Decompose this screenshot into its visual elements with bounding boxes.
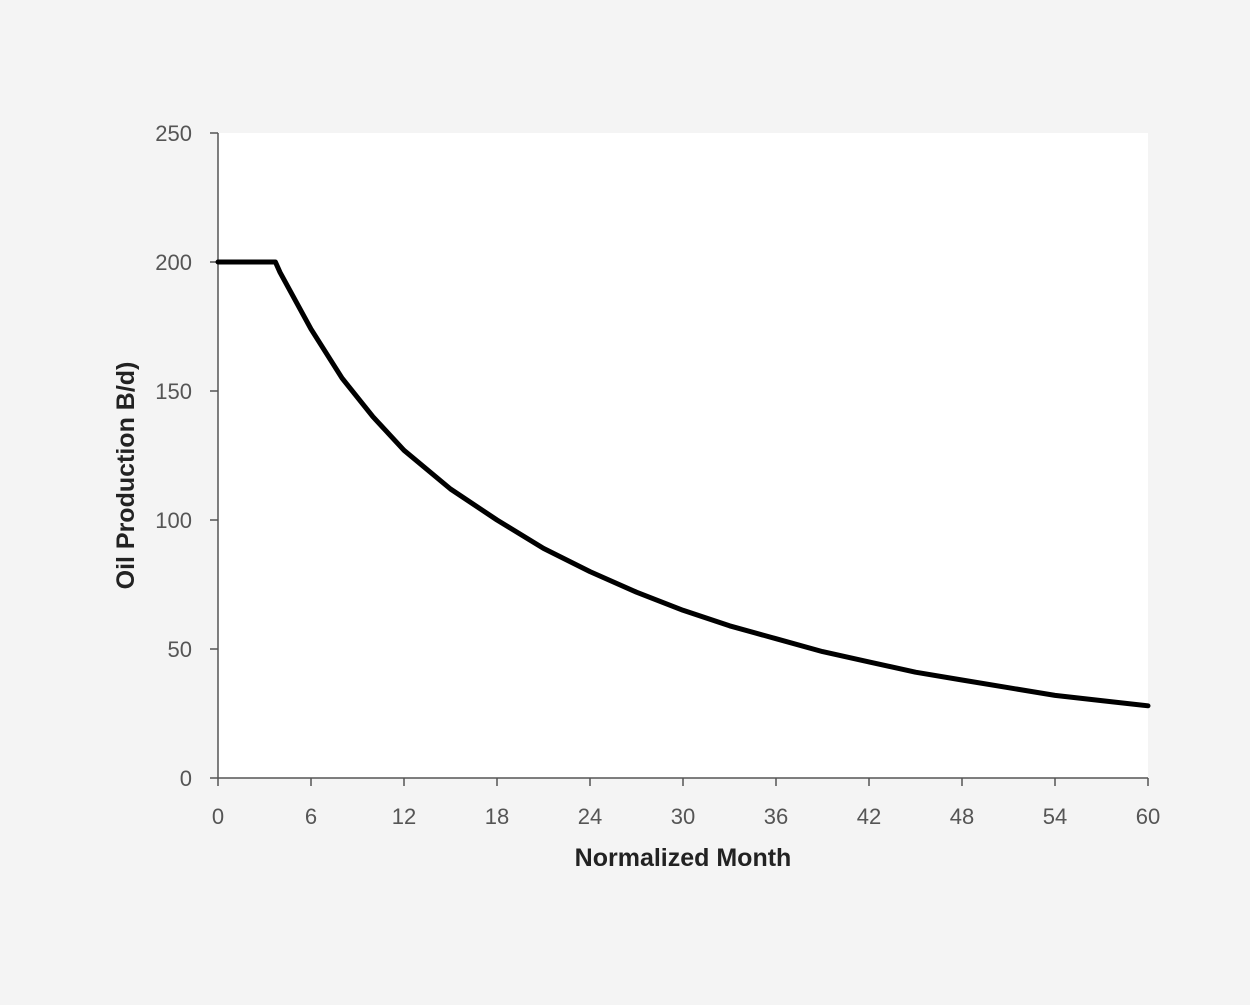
plot-area	[218, 133, 1148, 778]
y-tick-label: 0	[180, 766, 192, 791]
x-tick-label: 0	[212, 804, 224, 829]
x-tick-label: 6	[305, 804, 317, 829]
x-tick-label: 18	[485, 804, 509, 829]
y-axis-ticks: 0 50 100 150 200 250	[155, 121, 218, 791]
y-tick-label: 100	[155, 508, 192, 533]
x-tick-label: 24	[578, 804, 602, 829]
y-tick-label: 50	[168, 637, 192, 662]
x-tick-label: 60	[1136, 804, 1160, 829]
y-tick-label: 200	[155, 250, 192, 275]
x-axis-title: Normalized Month	[575, 844, 792, 872]
x-tick-label: 12	[392, 804, 416, 829]
y-tick-label: 250	[155, 121, 192, 146]
y-axis-title: Oil Production B/d)	[112, 362, 140, 590]
x-tick-label: 42	[857, 804, 881, 829]
x-tick-label: 54	[1043, 804, 1067, 829]
y-tick-label: 150	[155, 379, 192, 404]
series-layer	[215, 259, 1151, 709]
x-tick-label: 48	[950, 804, 974, 829]
x-tick-label: 36	[764, 804, 788, 829]
x-axis-ticks: 0 6 12 18 24 30 36 42 48 54 60	[212, 778, 1160, 829]
series-line	[215, 259, 1151, 709]
x-tick-label: 30	[671, 804, 695, 829]
